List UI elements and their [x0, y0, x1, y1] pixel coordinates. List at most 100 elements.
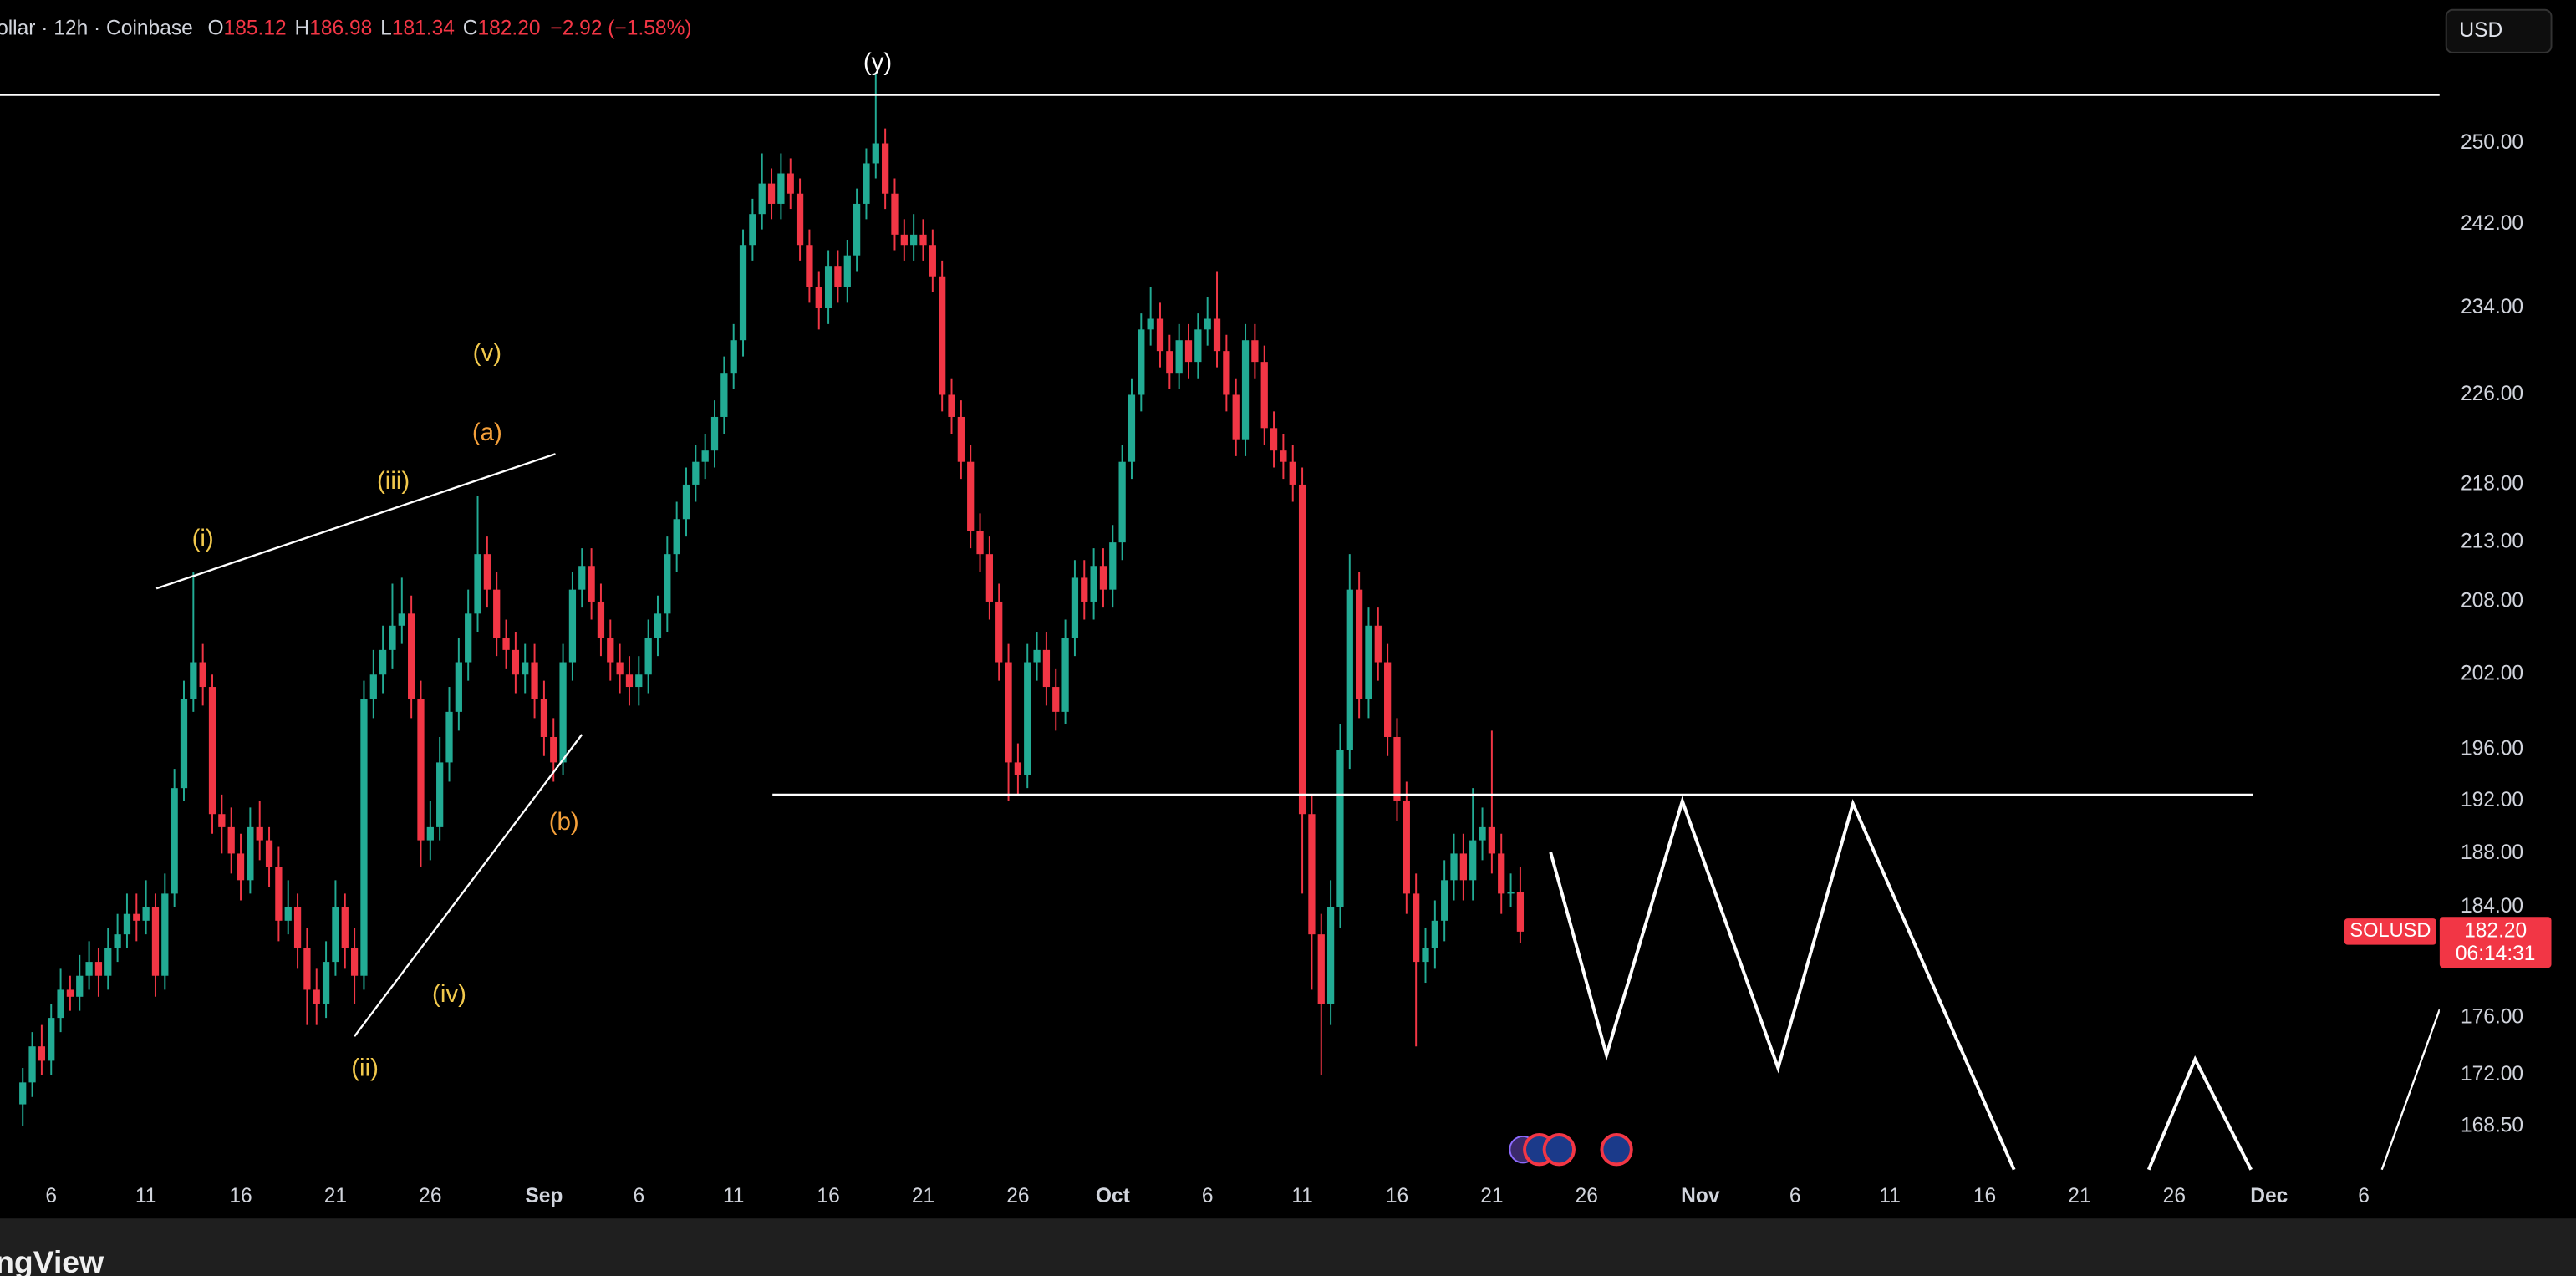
x-tick-label: 16	[1386, 1185, 1408, 1207]
symbol-tag-box	[2344, 918, 2436, 945]
candle-body	[171, 788, 178, 894]
x-tick-label: 11	[135, 1185, 156, 1207]
candle-body	[1431, 920, 1438, 948]
x-tick-label: Dec	[2250, 1185, 2288, 1207]
candle-body	[1459, 853, 1467, 881]
candle-body	[531, 662, 538, 699]
candle-body	[1194, 329, 1202, 363]
candle-body	[218, 814, 226, 827]
candle-body	[1317, 934, 1325, 1004]
candle-body	[1223, 351, 1230, 395]
x-tick-label: 26	[1006, 1185, 1029, 1207]
x-tick-label: 16	[1973, 1185, 1996, 1207]
candle-body	[313, 989, 320, 1004]
candle-body	[284, 907, 292, 921]
y-tick-label: 226.00	[2461, 383, 2523, 405]
wave-label: (ii)	[351, 1055, 379, 1082]
x-tick-label: 26	[419, 1185, 441, 1207]
x-tick-label: 11	[1879, 1185, 1900, 1207]
candle-body	[493, 589, 501, 638]
x-tick-label: 6	[1789, 1185, 1801, 1207]
currency-button[interactable]	[2445, 8, 2553, 53]
y-tick-label: 168.50	[2461, 1114, 2523, 1136]
candle-body	[682, 484, 690, 520]
currency-label[interactable]: USD	[2459, 19, 2502, 42]
legend-value: 182.20	[477, 18, 540, 40]
trend-drawing	[1549, 796, 2016, 1171]
candle-body	[730, 340, 737, 374]
candle-body	[796, 193, 804, 246]
candle-body	[767, 183, 776, 204]
candle-body	[720, 373, 728, 417]
candle-body	[1403, 801, 1410, 894]
trend-drawing	[2380, 1009, 2440, 1171]
candle-body	[123, 913, 131, 935]
candle-body	[94, 962, 103, 976]
candle-body	[445, 711, 453, 763]
candle-body	[1441, 880, 1448, 921]
candle-body	[588, 566, 595, 602]
x-tick-label: 21	[2068, 1185, 2090, 1207]
wave-label: (iv)	[432, 980, 466, 1008]
candle-body	[1516, 892, 1525, 932]
wave-label: (i)	[192, 525, 214, 552]
candle-body	[1128, 394, 1136, 462]
candle-body	[426, 826, 434, 841]
event-icon[interactable]	[1542, 1133, 1576, 1167]
candle-body	[237, 853, 245, 881]
candle-body	[1109, 542, 1117, 590]
candle-body	[1393, 736, 1401, 801]
candle-body	[256, 826, 263, 841]
candle-body	[522, 662, 529, 675]
candle-body	[208, 687, 216, 815]
price-tag-box	[2439, 917, 2552, 968]
trend-drawing	[2146, 1055, 2253, 1171]
candle-body	[455, 662, 462, 712]
y-tick-label: 208.00	[2461, 589, 2523, 612]
candle-body	[616, 662, 624, 675]
candle-body	[1498, 853, 1505, 894]
candle-body	[1469, 840, 1477, 881]
x-tick-label: 16	[229, 1185, 252, 1207]
candle-body	[777, 173, 785, 204]
plot-area: (y) (i) (iii) (v) (a) (b) (iv) (ii)	[0, 48, 2440, 1171]
legend: ollar · 12h · Coinbase O185.12 H186.98 L181…	[0, 18, 692, 40]
candle-body	[787, 173, 794, 194]
candle-body	[1507, 892, 1515, 894]
candle-body	[1204, 318, 1211, 330]
footer-bar	[0, 1218, 2576, 1276]
candle-body	[995, 601, 1003, 663]
x-tick-label: 6	[2358, 1185, 2370, 1207]
candle-body	[265, 840, 273, 867]
candle-body	[114, 934, 121, 948]
candle-body	[1061, 638, 1069, 712]
candle-body	[929, 245, 936, 277]
candle-body	[199, 662, 206, 688]
candle-body	[247, 826, 254, 881]
candle-body	[1042, 649, 1051, 688]
x-tick-label: 6	[45, 1185, 57, 1207]
candle-body	[824, 266, 832, 308]
candle-body	[692, 461, 700, 485]
candle-body	[540, 699, 548, 737]
candle-body	[957, 416, 965, 462]
candle-body	[1175, 340, 1183, 374]
candle-body	[1479, 826, 1486, 841]
candle-body	[332, 907, 339, 963]
legend-key: H	[294, 18, 309, 40]
candle-body	[701, 450, 709, 462]
candle-body	[1336, 750, 1344, 907]
candle-body	[1090, 566, 1097, 602]
candle-body	[654, 613, 662, 638]
candle-body	[1450, 853, 1458, 881]
legend-value: 186.98	[309, 18, 372, 40]
event-icon[interactable]	[1600, 1133, 1633, 1167]
candle-body	[635, 674, 643, 688]
legend-title: ollar · 12h · Coinbase	[0, 18, 193, 40]
candle-body	[664, 554, 671, 614]
candle-body	[133, 913, 140, 921]
candle-body	[1422, 948, 1429, 963]
candle-body	[910, 234, 918, 246]
